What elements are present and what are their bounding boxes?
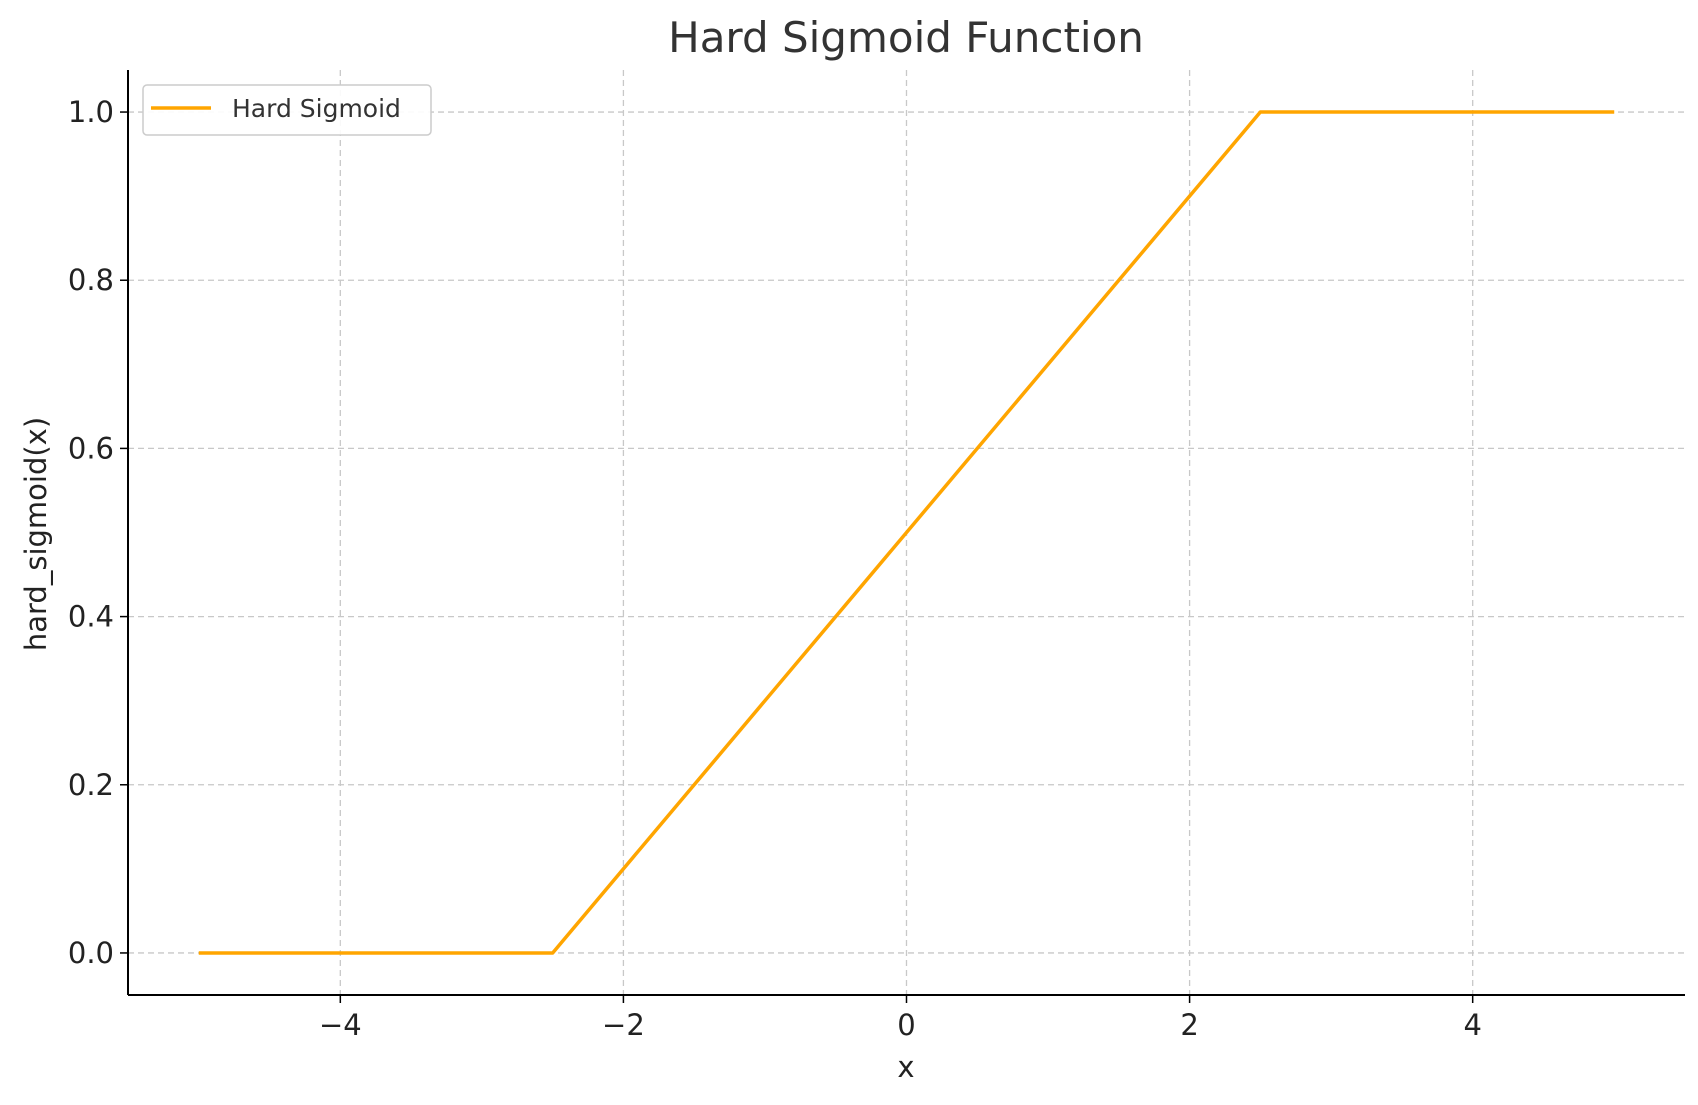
chart-title: Hard Sigmoid Function [668,13,1144,62]
x-tick-label: −4 [319,1008,362,1042]
y-axis-label: hard_sigmoid(x) [19,417,53,651]
x-ticks: −4 −2 0 2 4 [319,995,1482,1042]
y-tick-label: 0.4 [68,600,114,634]
x-tick-label: −2 [602,1008,645,1042]
series-line-hard-sigmoid [198,110,1615,955]
x-axis-label: x [897,1050,914,1084]
y-tick-label: 0.2 [68,768,114,802]
legend-label: Hard Sigmoid [232,94,401,123]
series-layer [198,110,1615,955]
y-tick-label: 0.8 [68,263,114,297]
x-tick-label: 2 [1180,1008,1198,1042]
y-tick-label: 0.6 [68,431,114,465]
y-ticks: 0.0 0.2 0.4 0.6 0.8 1.0 [68,95,128,970]
x-tick-label: 0 [897,1008,915,1042]
y-tick-label: 0.0 [68,936,114,970]
x-tick-label: 4 [1463,1008,1481,1042]
y-tick-label: 1.0 [68,95,114,129]
legend-box [142,84,432,136]
legend: Hard Sigmoid [142,84,432,136]
